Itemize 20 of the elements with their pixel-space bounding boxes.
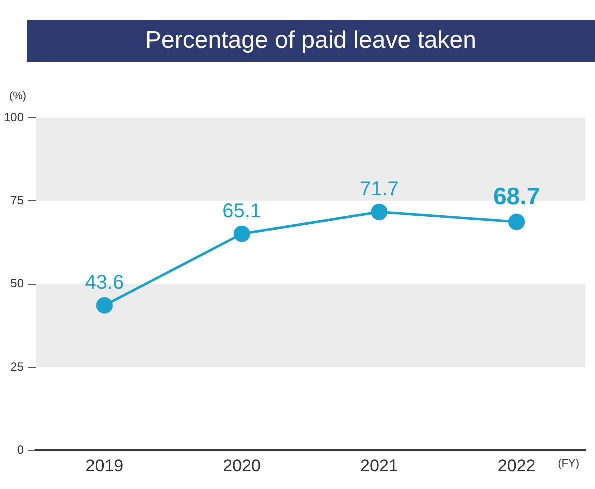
y-axis-title: (%) bbox=[9, 90, 27, 103]
x-tick-label: 2020 bbox=[223, 456, 261, 476]
chart-title: Percentage of paid leave taken bbox=[27, 20, 595, 62]
y-tick-label: 25 bbox=[10, 360, 24, 374]
point bbox=[508, 214, 526, 230]
x-axis-title: (FY) bbox=[558, 458, 580, 470]
x-tick-label: 2021 bbox=[360, 456, 398, 476]
y-tick-label: 0 bbox=[17, 442, 24, 457]
point bbox=[371, 204, 388, 220]
data-label: 68.7 bbox=[493, 184, 540, 211]
point bbox=[96, 297, 113, 314]
data-label: 71.7 bbox=[360, 178, 399, 201]
y-tick-label: 100 bbox=[4, 110, 24, 124]
y-tick-label: 50 bbox=[10, 276, 24, 291]
point bbox=[234, 226, 250, 242]
data-label: 43.6 bbox=[85, 272, 124, 294]
x-tick-label: 2022 bbox=[498, 456, 536, 476]
x-tick-label: 2019 bbox=[86, 456, 124, 476]
data-label: 65.1 bbox=[222, 200, 262, 223]
y-tick-label: 75 bbox=[10, 193, 24, 208]
